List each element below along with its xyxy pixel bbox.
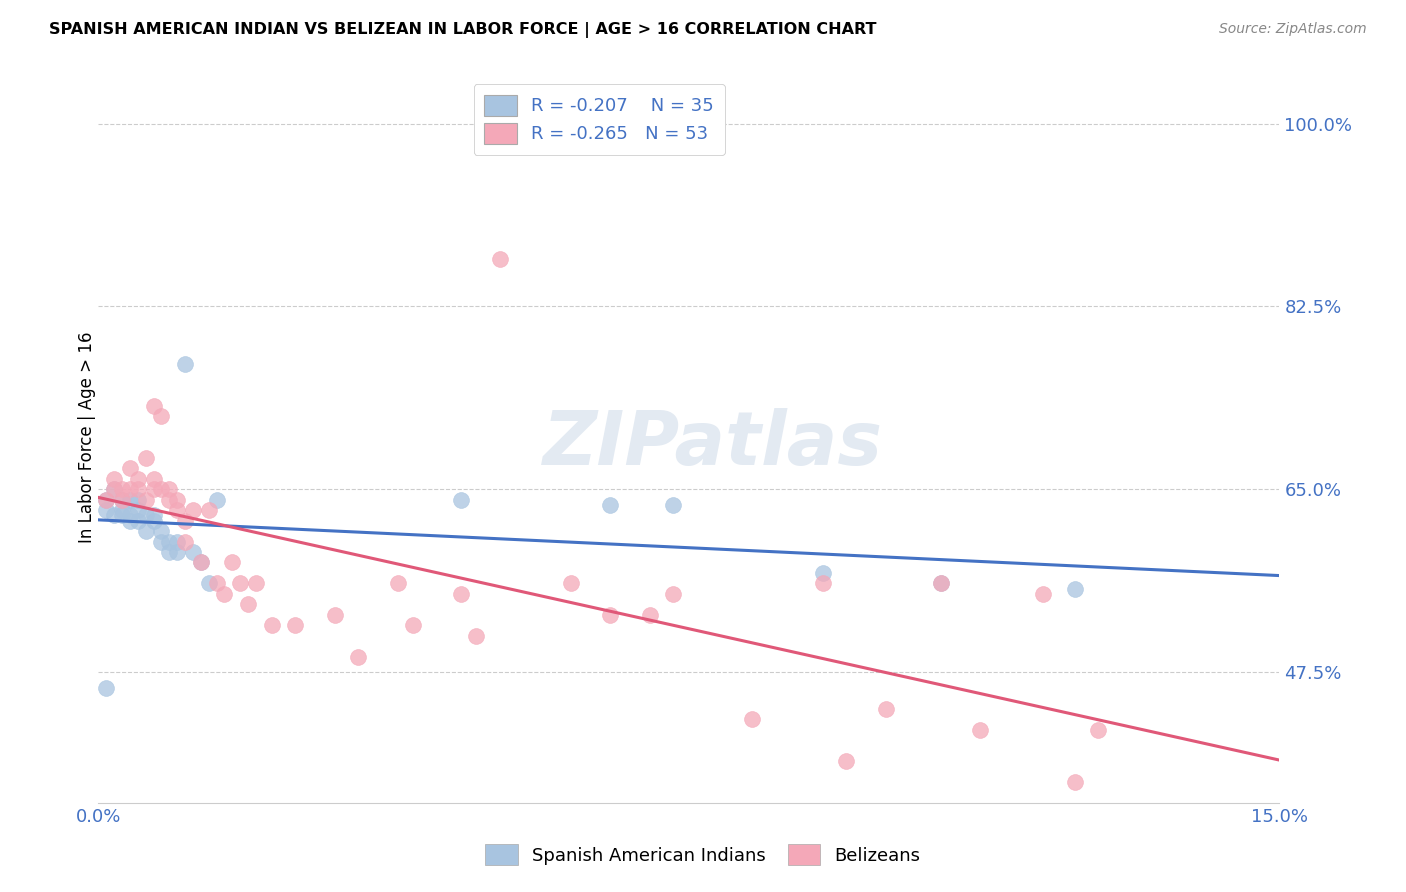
Point bbox=[96, 492, 118, 507]
Point bbox=[1032, 587, 1054, 601]
Point bbox=[214, 587, 236, 601]
Point bbox=[811, 576, 834, 591]
Point bbox=[174, 534, 197, 549]
Point bbox=[103, 483, 125, 497]
Point bbox=[245, 576, 267, 591]
Point bbox=[157, 492, 180, 507]
Point bbox=[190, 556, 212, 570]
Point bbox=[166, 534, 188, 549]
Point bbox=[811, 566, 834, 580]
Point bbox=[142, 514, 165, 528]
Text: Source: ZipAtlas.com: Source: ZipAtlas.com bbox=[1219, 22, 1367, 37]
Point bbox=[260, 618, 283, 632]
Point bbox=[157, 545, 180, 559]
Point bbox=[157, 534, 180, 549]
Point bbox=[96, 503, 118, 517]
Point bbox=[127, 492, 149, 507]
Point bbox=[197, 503, 219, 517]
Point bbox=[127, 483, 149, 497]
Point bbox=[96, 681, 118, 695]
Point bbox=[135, 508, 157, 523]
Legend: R = -0.207    N = 35, R = -0.265   N = 53: R = -0.207 N = 35, R = -0.265 N = 53 bbox=[474, 84, 725, 154]
Y-axis label: In Labor Force | Age > 16: In Labor Force | Age > 16 bbox=[79, 331, 96, 543]
Point bbox=[221, 556, 243, 570]
Point bbox=[135, 524, 157, 538]
Point bbox=[127, 503, 149, 517]
Point bbox=[157, 483, 180, 497]
Point bbox=[599, 498, 621, 512]
Point bbox=[1063, 582, 1085, 596]
Point bbox=[323, 607, 346, 622]
Point bbox=[103, 483, 125, 497]
Point bbox=[150, 524, 173, 538]
Point bbox=[560, 576, 582, 591]
Point bbox=[96, 492, 118, 507]
Text: ZIPatlas: ZIPatlas bbox=[543, 408, 883, 481]
Point bbox=[150, 534, 173, 549]
Point bbox=[118, 483, 141, 497]
Legend: Spanish American Indians, Belizeans: Spanish American Indians, Belizeans bbox=[477, 835, 929, 874]
Point bbox=[489, 252, 512, 267]
Point bbox=[197, 576, 219, 591]
Point bbox=[205, 576, 228, 591]
Point bbox=[111, 483, 134, 497]
Point bbox=[662, 498, 685, 512]
Point bbox=[284, 618, 307, 632]
Point bbox=[662, 587, 685, 601]
Point bbox=[166, 492, 188, 507]
Point bbox=[142, 399, 165, 413]
Point bbox=[229, 576, 252, 591]
Point bbox=[142, 472, 165, 486]
Point bbox=[111, 503, 134, 517]
Point bbox=[205, 492, 228, 507]
Point bbox=[465, 629, 488, 643]
Point bbox=[150, 483, 173, 497]
Point bbox=[402, 618, 425, 632]
Point bbox=[181, 503, 204, 517]
Point bbox=[387, 576, 409, 591]
Point bbox=[599, 607, 621, 622]
Point bbox=[142, 483, 165, 497]
Point bbox=[741, 712, 763, 726]
Point bbox=[135, 492, 157, 507]
Text: SPANISH AMERICAN INDIAN VS BELIZEAN IN LABOR FORCE | AGE > 16 CORRELATION CHART: SPANISH AMERICAN INDIAN VS BELIZEAN IN L… bbox=[49, 22, 877, 38]
Point bbox=[111, 508, 134, 523]
Point bbox=[181, 545, 204, 559]
Point bbox=[929, 576, 952, 591]
Point bbox=[929, 576, 952, 591]
Point bbox=[347, 649, 370, 664]
Point bbox=[450, 587, 472, 601]
Point bbox=[127, 514, 149, 528]
Point bbox=[835, 754, 858, 768]
Point bbox=[174, 514, 197, 528]
Point bbox=[118, 461, 141, 475]
Point bbox=[142, 508, 165, 523]
Point bbox=[135, 450, 157, 465]
Point bbox=[103, 472, 125, 486]
Point bbox=[127, 472, 149, 486]
Point bbox=[118, 514, 141, 528]
Point bbox=[1087, 723, 1109, 737]
Point bbox=[103, 508, 125, 523]
Point bbox=[1063, 775, 1085, 789]
Point bbox=[118, 492, 141, 507]
Point bbox=[969, 723, 991, 737]
Point bbox=[190, 556, 212, 570]
Point bbox=[166, 503, 188, 517]
Point bbox=[166, 545, 188, 559]
Point bbox=[450, 492, 472, 507]
Point bbox=[638, 607, 661, 622]
Point bbox=[236, 597, 259, 611]
Point bbox=[150, 409, 173, 424]
Point bbox=[118, 508, 141, 523]
Point bbox=[111, 492, 134, 507]
Point bbox=[875, 702, 897, 716]
Point bbox=[174, 357, 197, 371]
Point bbox=[111, 492, 134, 507]
